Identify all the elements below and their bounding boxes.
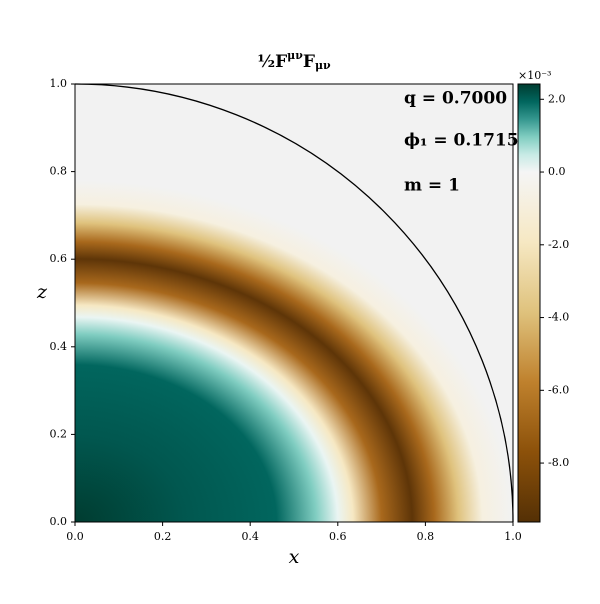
x-tick-label: 0.6	[329, 530, 347, 543]
y-tick-label: 0.8	[50, 165, 68, 178]
colorbar-tick-label: -2.0	[548, 238, 569, 251]
y-tick-label: 1.0	[50, 77, 68, 90]
x-tick-label: 1.0	[504, 530, 522, 543]
annotation: q = 0.7000	[404, 89, 507, 109]
axes-frame	[74, 83, 514, 523]
y-tick-label: 0.4	[50, 340, 68, 353]
colorbar-tick-label: -6.0	[548, 383, 569, 396]
annotation: m = 1	[404, 176, 460, 196]
colorbar-tick-label: -4.0	[548, 311, 569, 324]
x-axis-label: x	[289, 546, 300, 568]
annotation: ϕ₁ = 0.1715	[404, 131, 519, 151]
chart-title: ½FμνFμν	[257, 49, 331, 72]
x-tick-label: 0.8	[417, 530, 435, 543]
y-tick-label: 0.6	[50, 252, 68, 265]
colorbar-tick-label: 2.0	[548, 92, 566, 105]
colorbar-scale: ×10⁻³	[518, 69, 551, 82]
x-tick-label: 0.2	[154, 530, 172, 543]
title-part: F	[275, 52, 287, 72]
x-tick-label: 0.0	[66, 530, 84, 543]
boundary-arc	[74, 83, 514, 523]
y-axis-label: z	[36, 281, 48, 303]
colorbar-tick-label: 0.0	[548, 165, 566, 178]
colorbar-tick-label: -8.0	[548, 456, 569, 469]
x-tick-label: 0.4	[241, 530, 259, 543]
y-tick-label: 0.2	[50, 427, 68, 440]
y-tick-label: 0.0	[50, 515, 68, 528]
title-part: μν	[315, 59, 331, 72]
title-part: F	[303, 52, 315, 72]
title-part: μν	[287, 49, 303, 62]
colorbar	[517, 83, 541, 523]
title-part: ½	[257, 52, 275, 72]
